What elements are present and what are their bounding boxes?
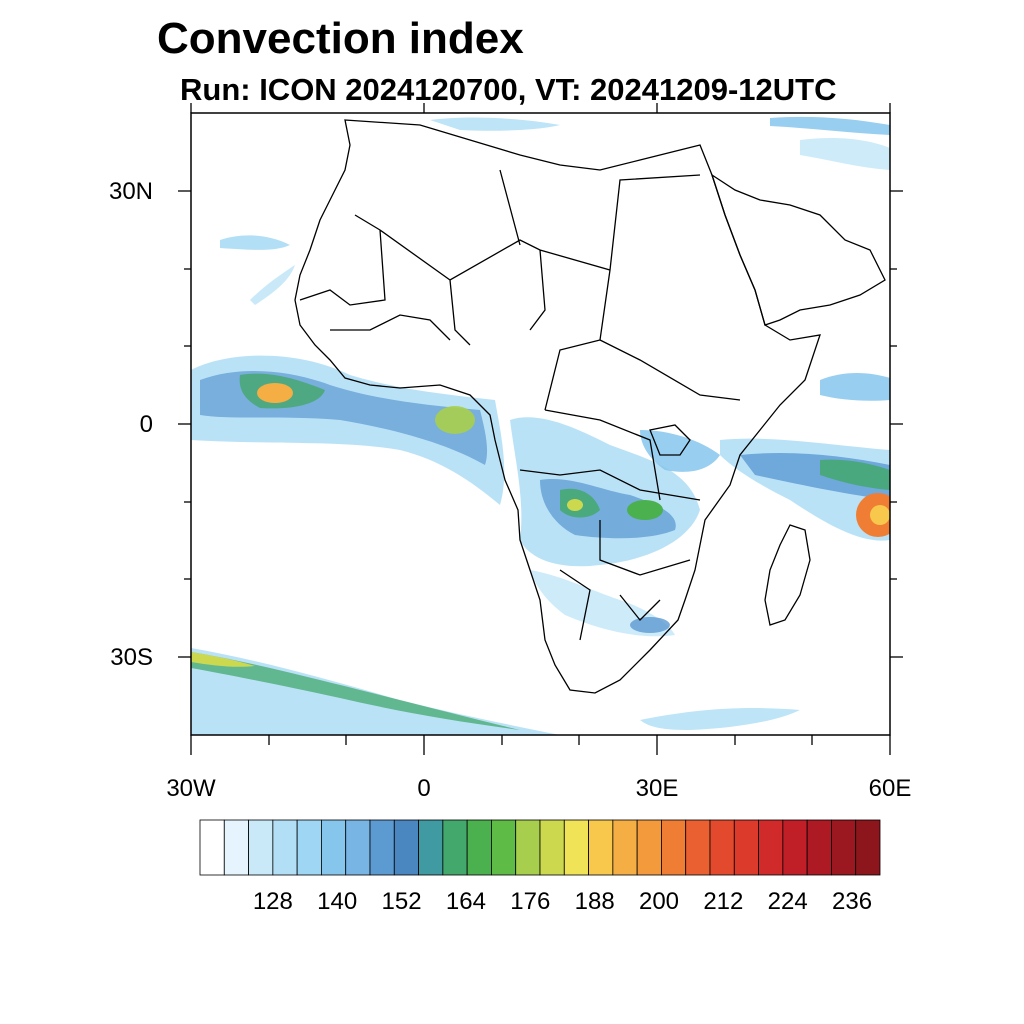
field-southern-ocean-peak: [191, 652, 255, 667]
lat-label-0: 0: [139, 411, 153, 438]
field-southern-ocean: [191, 648, 560, 735]
map-subtitle: Run: ICON 2024120700, VT: 20241209-12UTC: [180, 72, 837, 107]
lon-label-30w: 30W: [166, 775, 216, 802]
colorbar-swatch: [831, 819, 857, 876]
colorbar-label: 212: [703, 888, 744, 915]
colorbar-label: 152: [381, 888, 422, 915]
field-east-africa: [640, 430, 720, 472]
colorbar-label: 176: [510, 888, 551, 915]
field-indian-ocean-peak-core: [870, 505, 890, 525]
arabia-coastline: [710, 173, 886, 326]
colorbar-swatch: [272, 819, 298, 876]
colorbar-swatch: [442, 819, 468, 876]
colorbar-swatch: [296, 819, 322, 876]
colorbar-swatch: [685, 819, 711, 876]
colorbar-label: 128: [252, 888, 293, 915]
colorbar-label: 224: [767, 888, 808, 915]
lake-victoria: [649, 424, 691, 456]
colorbar-swatch: [248, 819, 274, 876]
colorbar-swatch: [418, 819, 444, 876]
colorbar-swatch: [369, 819, 395, 876]
field-south-indian: [640, 708, 800, 730]
colorbar-label: 140: [317, 888, 358, 915]
colorbar-swatch: [636, 819, 662, 876]
madagascar-coastline: [764, 524, 811, 626]
colorbar-swatch: [661, 819, 687, 876]
field-mediterranean-east: [770, 116, 890, 135]
colorbar-label: 164: [445, 888, 486, 915]
colorbar-label: 236: [832, 888, 873, 915]
colorbar-swatch: [709, 819, 735, 876]
colorbar-label: 200: [638, 888, 680, 915]
colorbar-swatch: [199, 819, 225, 876]
colorbar-swatch: [758, 819, 784, 876]
field-atlantic-streamer: [220, 235, 290, 250]
lon-label-30e: 30E: [635, 775, 679, 802]
lon-label-60e: 60E: [868, 775, 912, 802]
colorbar-swatch: [491, 819, 517, 876]
axis-ticks: [178, 103, 903, 755]
field-mozambique: [630, 617, 670, 633]
colorbar-swatch: [223, 819, 249, 876]
border-lines: [299, 169, 741, 641]
lat-label-30n: 30N: [108, 178, 153, 205]
field-southern-ocean-core: [191, 652, 520, 730]
colorbar-swatch: [733, 819, 759, 876]
colorbar-swatch: [563, 819, 589, 876]
field-indian-ocean-core: [820, 459, 890, 490]
field-atlantic-streamer-2: [250, 265, 295, 305]
field-gulf-peak: [257, 383, 293, 403]
colorbar-swatch: [855, 819, 881, 876]
field-arabian-sea: [820, 373, 890, 401]
field-gulf-of-oman: [800, 137, 890, 170]
colorbar-swatch: [515, 819, 541, 876]
lon-label-0: 0: [417, 775, 431, 802]
coastlines: [294, 119, 886, 694]
colorbar-swatch: [612, 819, 638, 876]
colorbar-swatch: [466, 819, 492, 876]
colorbar-label: 188: [574, 888, 615, 915]
colorbar-swatch: [321, 819, 347, 876]
field-zambia-peak-2: [567, 499, 583, 511]
lat-label-30s: 30S: [110, 644, 153, 671]
colorbar-swatch: [782, 819, 808, 876]
field-gulf-peak-2: [435, 406, 475, 434]
field-zambia-peak: [627, 500, 663, 520]
map-title: Convection index: [157, 14, 524, 63]
field-mediterranean: [430, 117, 560, 131]
colorbar-swatch: [588, 819, 614, 876]
colorbar: [199, 819, 881, 876]
colorbar-swatch: [393, 819, 419, 876]
colorbar-swatch: [806, 819, 832, 876]
colorbar-swatch: [539, 819, 565, 876]
colorbar-swatch: [345, 819, 371, 876]
convection-field: [191, 116, 890, 735]
